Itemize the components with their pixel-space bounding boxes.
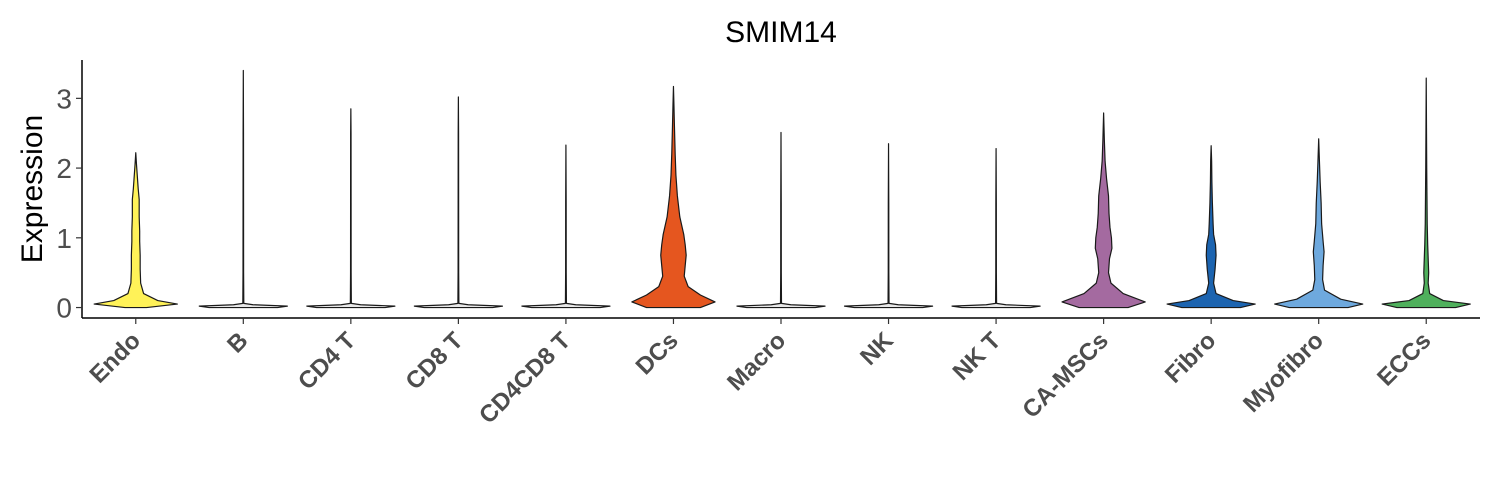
x-tick-label: CD4 T <box>293 327 361 395</box>
violin-eccs <box>1381 77 1471 309</box>
y-axis-label: Expression <box>16 115 49 263</box>
x-tick-label: DCs <box>631 327 684 380</box>
y-tick-label: 2 <box>56 153 72 184</box>
x-tick-label: NK <box>855 327 899 371</box>
violin-fibro <box>1166 145 1256 309</box>
violin-myofibro <box>1274 138 1364 309</box>
chart-title: SMIM14 <box>725 16 837 49</box>
violin-ca-mscs <box>1061 112 1146 309</box>
x-tick-label: B <box>222 327 253 358</box>
x-tick-label: CA-MSCs <box>1017 327 1113 423</box>
x-tick-label: Endo <box>84 327 146 389</box>
violin-group <box>93 69 1471 309</box>
violin-cd4-t <box>306 108 396 309</box>
x-tick-label: ECCs <box>1372 327 1436 391</box>
violin-cd8-t <box>413 96 504 309</box>
y-tick-label: 1 <box>56 223 72 254</box>
x-tick-label: Myofibro <box>1238 327 1329 418</box>
y-axis: 0 1 2 3 <box>56 60 83 324</box>
x-tick-label: CD8 T <box>400 327 468 395</box>
y-tick-label: 3 <box>56 83 72 114</box>
violin-cd4cd8-t <box>521 144 611 309</box>
x-tick-label: NK T <box>948 327 1007 386</box>
violin-b <box>198 69 288 309</box>
violin-nk <box>843 143 934 309</box>
violin-endo <box>93 152 178 309</box>
x-tick-label: CD4CD8 T <box>474 327 576 429</box>
violin-nk-t <box>951 147 1041 309</box>
x-tick-label: Fibro <box>1160 327 1222 389</box>
y-tick-label: 0 <box>56 293 72 324</box>
violin-macro <box>736 131 826 309</box>
violin-dcs <box>631 85 716 309</box>
x-tick-label: Macro <box>722 327 791 396</box>
x-axis: Endo B CD4 T CD8 T CD4CD8 T DCs Macro NK NK T CA-… <box>82 317 1480 429</box>
